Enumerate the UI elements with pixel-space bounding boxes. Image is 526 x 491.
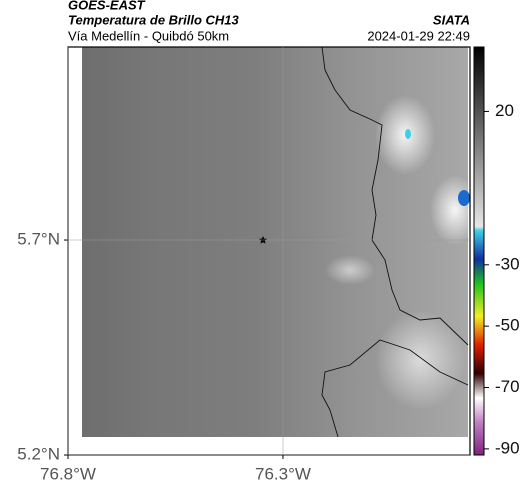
lat-tick-label: 5.2°N (17, 444, 60, 463)
cloud (375, 310, 465, 410)
org: SIATA (433, 12, 470, 27)
cold-top (405, 129, 411, 139)
lon-tick-label: 76.8°W (40, 464, 96, 483)
cloud (325, 255, 375, 285)
region: Vía Medellín - Quibdó 50km (68, 28, 229, 43)
map (67, 46, 480, 456)
title: Temperatura de Brillo CH13 (68, 12, 240, 27)
colorbar-tick-label: -50 (495, 316, 520, 335)
product: GOES-EAST (68, 0, 146, 12)
cold-top (458, 190, 470, 206)
lat-tick-label: 5.7°N (17, 230, 60, 249)
boundary (321, 339, 469, 438)
colorbar-tick-label: 20 (495, 101, 514, 120)
colorbar-tick-label: -30 (495, 254, 520, 273)
cloud (375, 95, 435, 175)
colorbar-tick-label: -70 (495, 377, 520, 396)
cloud (430, 175, 480, 245)
datetime: 2024-01-29 22:49 (367, 28, 470, 43)
colorbar-tick-label: -90 (495, 438, 520, 457)
boundary (321, 46, 469, 346)
colorbar (473, 46, 485, 456)
lon-tick-label: 76.3°W (255, 464, 311, 483)
